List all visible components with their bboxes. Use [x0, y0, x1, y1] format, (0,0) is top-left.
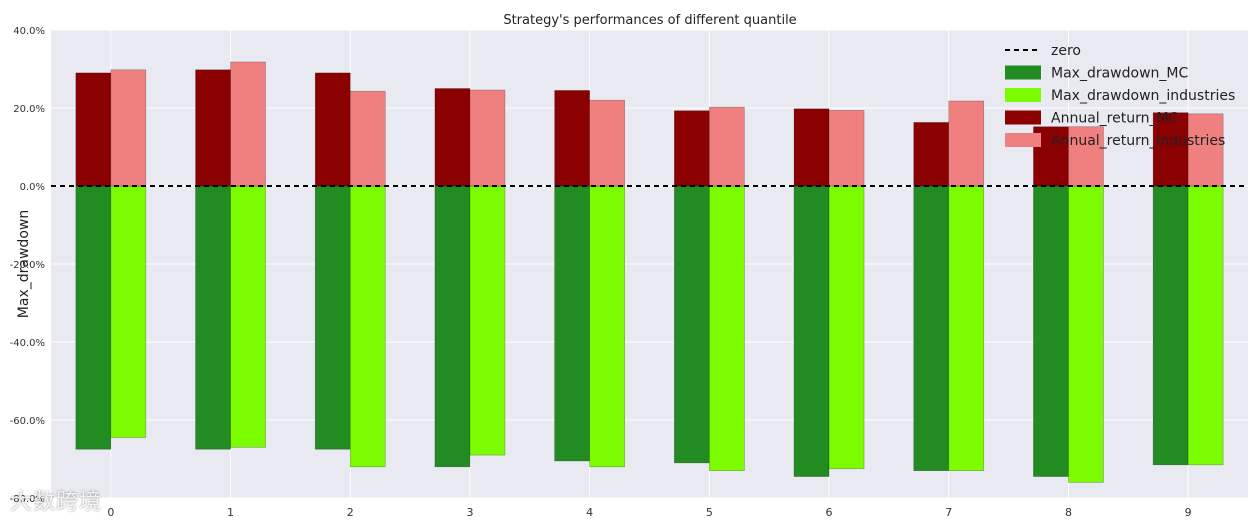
bar-Annual_return_industries-1 — [230, 61, 266, 187]
y-tick-labels: 40.0% 20.0% 0.0% -20.0% -40.0% -60.0% -80.0% — [10, 26, 45, 505]
bar-Max_drawdown_industries-5 — [709, 185, 745, 472]
y-tick-label: 0.0% — [20, 182, 45, 193]
y-tick-label: 20.0% — [13, 104, 45, 115]
x-tick-label: 8 — [1065, 506, 1072, 519]
legend-swatch — [1005, 133, 1041, 147]
bar-Annual_return_industries-2 — [349, 90, 386, 187]
bar-Max_drawdown_industries-9 — [1187, 185, 1224, 466]
watermark: 大数跨境 — [10, 490, 103, 515]
bar-Annual_return_industries-0 — [110, 69, 147, 187]
bar-Annual_return_industries-7 — [948, 100, 985, 187]
bar-Annual_return_MC-0 — [75, 72, 112, 187]
bar-Annual_return_MC-9 — [1152, 112, 1189, 187]
legend-label: Annual_return_industries — [1051, 133, 1225, 149]
bar-Max_drawdown_industries-6 — [828, 185, 865, 470]
x-tick-label: 5 — [706, 506, 713, 519]
legend-entry-Max_drawdown_industries: Max_drawdown_industries — [1005, 88, 1235, 104]
x-tick-label: 4 — [586, 506, 593, 519]
y-tick-label: -80.0% — [10, 494, 45, 505]
y-axis-label: Max_drawdown — [16, 210, 32, 318]
legend-label: Annual_return_MC — [1051, 111, 1179, 127]
bars — [75, 61, 1224, 483]
chart-title: Strategy's performances of different qua… — [503, 13, 796, 28]
legend-swatch — [1005, 65, 1041, 80]
bar-Annual_return_industries-9 — [1187, 113, 1224, 187]
bar-Annual_return_MC-3 — [434, 88, 471, 187]
bar-Annual_return_MC-4 — [554, 90, 590, 187]
legend-entry-Max_drawdown_MC: Max_drawdown_MC — [1005, 65, 1188, 82]
bar-Max_drawdown_industries-7 — [948, 185, 985, 472]
bar-Max_drawdown_industries-3 — [469, 185, 506, 456]
x-tick-label: 7 — [945, 506, 952, 519]
x-tick-label: 1 — [227, 506, 234, 519]
bar-Annual_return_industries-5 — [709, 106, 745, 187]
bar-Max_drawdown_MC-9 — [1152, 185, 1189, 466]
bar-Max_drawdown_MC-5 — [674, 185, 710, 464]
legend-swatch — [1005, 88, 1041, 102]
x-tick-labels: 0 1 2 3 4 5 6 7 8 9 — [107, 506, 1191, 519]
bar-Max_drawdown_MC-6 — [793, 185, 830, 477]
y-tick-label: -60.0% — [10, 416, 45, 427]
legend-entry-zero: zero — [1005, 43, 1081, 59]
bar-Max_drawdown_MC-2 — [314, 185, 351, 450]
bar-Annual_return_industries-6 — [828, 110, 865, 187]
bar-Max_drawdown_MC-8 — [1033, 185, 1069, 477]
series-Max_drawdown_MC — [75, 185, 1189, 477]
bar-Max_drawdown_industries-0 — [110, 185, 147, 438]
series-Max_drawdown_industries — [110, 185, 1224, 483]
bar-Max_drawdown_industries-1 — [230, 185, 266, 448]
legend-entry-Annual_return_MC: Annual_return_MC — [1005, 110, 1179, 127]
bar-Max_drawdown_MC-3 — [434, 185, 471, 468]
x-tick-label: 0 — [107, 506, 114, 519]
bar-Annual_return_MC-1 — [195, 69, 231, 187]
x-tick-label: 2 — [347, 506, 354, 519]
legend-label: zero — [1051, 43, 1081, 59]
bar-Annual_return_MC-5 — [674, 110, 710, 187]
x-tick-label: 9 — [1185, 506, 1192, 519]
bar-Annual_return_industries-3 — [469, 89, 506, 187]
series-Annual_return_industries — [110, 61, 1224, 187]
x-tick-label: 3 — [466, 506, 473, 519]
bar-Annual_return_industries-4 — [589, 99, 625, 187]
bar-Annual_return_MC-2 — [314, 72, 351, 187]
bar-Max_drawdown_MC-7 — [913, 185, 950, 472]
bar-Annual_return_MC-7 — [913, 122, 950, 187]
legend-label: Max_drawdown_MC — [1051, 66, 1188, 82]
legend-entry-Annual_return_industries: Annual_return_industries — [1005, 133, 1225, 149]
bar-Max_drawdown_MC-4 — [554, 185, 590, 462]
x-tick-label: 6 — [826, 506, 833, 519]
bar-Annual_return_MC-6 — [793, 108, 830, 187]
bar-Max_drawdown_industries-2 — [349, 185, 386, 468]
legend: zero Max_drawdown_MC Max_drawdown_industri… — [1005, 43, 1235, 149]
bar-Annual_return_industries-8 — [1068, 126, 1104, 187]
legend-swatch — [1005, 110, 1041, 125]
legend-label: Max_drawdown_industries — [1051, 88, 1235, 104]
bar-Max_drawdown_MC-0 — [75, 185, 112, 450]
bar-Max_drawdown_MC-1 — [195, 185, 231, 450]
y-tick-label: -20.0% — [10, 260, 45, 271]
y-tick-label: -40.0% — [10, 338, 45, 349]
y-tick-label: 40.0% — [13, 26, 45, 37]
bar-Max_drawdown_industries-8 — [1068, 185, 1104, 483]
bar-Max_drawdown_industries-4 — [589, 185, 625, 468]
